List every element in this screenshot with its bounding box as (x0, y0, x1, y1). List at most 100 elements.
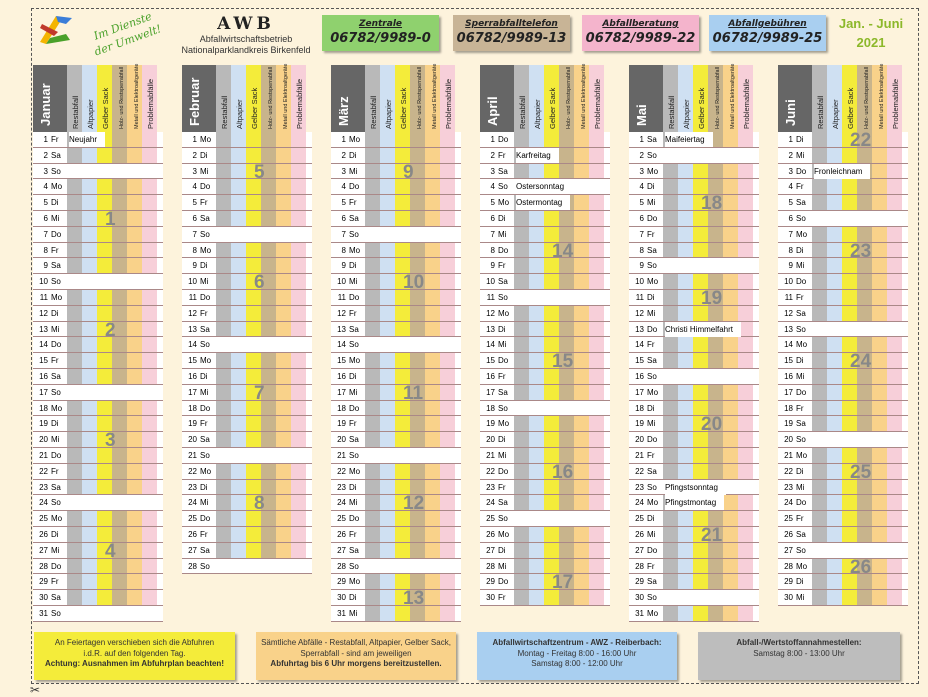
day-number: 5 (43, 198, 48, 208)
waste-cell (410, 432, 425, 447)
waste-cell (514, 321, 529, 337)
waste-cell (380, 432, 395, 447)
column-header-label: Metall und Elektroaltgeräte (879, 63, 885, 129)
waste-cell (812, 305, 827, 321)
waste-cell (380, 495, 395, 511)
waste-cell (738, 179, 753, 195)
day-number: 23 (39, 482, 48, 492)
waste-cell (380, 384, 395, 400)
weekday: So (647, 593, 657, 603)
waste-cell (887, 558, 902, 574)
waste-cell (589, 163, 604, 179)
waste-cell (574, 226, 589, 242)
day-row: 12 Fr (182, 305, 312, 322)
waste-cell (663, 353, 678, 368)
waste-cell (291, 195, 306, 210)
waste-cell (231, 195, 246, 210)
waste-cell (246, 384, 261, 400)
waste-cell (67, 210, 82, 226)
waste-cell (887, 511, 902, 526)
day-row: 13 Do Christi Himmelfahrt (629, 321, 759, 338)
info-note: An Feiertagen verschieben sich die Abfuh… (34, 632, 235, 680)
weekday: Sa (51, 371, 61, 381)
waste-cell (67, 463, 82, 479)
waste-cell (365, 242, 380, 258)
day-number: 17 (337, 387, 346, 397)
waste-cell (440, 321, 455, 337)
waste-cell (127, 179, 142, 195)
day-number: 18 (39, 403, 48, 413)
waste-cell (678, 274, 693, 289)
waste-cell (559, 210, 574, 226)
waste-cell (738, 416, 753, 432)
waste-cell (708, 289, 723, 305)
waste-cell (82, 463, 97, 479)
weekday: Do (349, 182, 360, 192)
waste-cell (708, 447, 723, 463)
waste-cell (544, 574, 559, 590)
column-header: Metall und Elektroaltgeräte (574, 64, 589, 132)
weekday: So (796, 435, 806, 445)
waste-cell (663, 163, 678, 179)
day-number: 9 (341, 261, 346, 271)
waste-cell (857, 179, 872, 195)
waste-cell (663, 574, 678, 590)
waste-cell (887, 384, 902, 400)
waste-cell (559, 479, 574, 495)
day-number: 21 (188, 450, 197, 460)
day-number: 22 (188, 466, 197, 476)
day-number: 2 (490, 150, 495, 160)
waste-cell (127, 210, 142, 226)
waste-cell (291, 147, 306, 163)
waste-cell (887, 416, 902, 432)
waste-cell (723, 226, 738, 242)
weekday: Sa (200, 435, 210, 445)
waste-cell (380, 289, 395, 305)
day-row: 10 Mi (331, 274, 461, 290)
waste-cell (425, 210, 440, 226)
month-name: Februar (182, 65, 216, 132)
day-number: 11 (39, 292, 48, 302)
waste-cell (514, 226, 529, 242)
waste-cell (544, 463, 559, 479)
holiday-label: Pfingstsonntag (665, 479, 726, 495)
day-row: 25 Do (331, 511, 461, 527)
waste-cell (514, 574, 529, 590)
waste-cell (410, 526, 425, 542)
waste-cell (678, 179, 693, 195)
waste-cell (887, 258, 902, 274)
waste-cell (112, 353, 127, 368)
day-row: 4 Do (331, 179, 461, 196)
waste-cell (857, 400, 872, 416)
waste-cell (365, 605, 380, 621)
waste-cell (723, 400, 738, 416)
waste-cell (887, 289, 902, 305)
weekday: Fr (647, 340, 655, 350)
day-row: 25 Fr (778, 511, 908, 527)
contact-label: Sperrabfalltelefon (465, 19, 558, 29)
column-header: Gelber Sack (693, 65, 708, 132)
day-number: 20 (784, 435, 793, 445)
column-header: Metall und Elektroaltgeräte (276, 64, 291, 132)
waste-cell (97, 179, 112, 195)
waste-cell (97, 210, 112, 226)
waste-cell (857, 258, 872, 274)
day-number: 19 (784, 419, 793, 429)
waste-cell (812, 132, 827, 147)
waste-cell (97, 289, 112, 305)
day-number: 16 (784, 371, 793, 381)
waste-cell (708, 526, 723, 542)
waste-cell (231, 368, 246, 384)
weekday: Do (200, 514, 211, 524)
waste-cell (872, 179, 887, 195)
weekday: Mi (647, 198, 656, 208)
waste-cell (395, 432, 410, 447)
day-number: 30 (784, 593, 793, 603)
waste-cell (291, 242, 306, 258)
waste-cell (887, 479, 902, 495)
column-header-label: Problemabfälle (146, 78, 155, 129)
weekday: So (796, 213, 806, 223)
waste-cell (410, 479, 425, 495)
waste-cell (514, 416, 529, 432)
waste-cell (529, 163, 544, 179)
